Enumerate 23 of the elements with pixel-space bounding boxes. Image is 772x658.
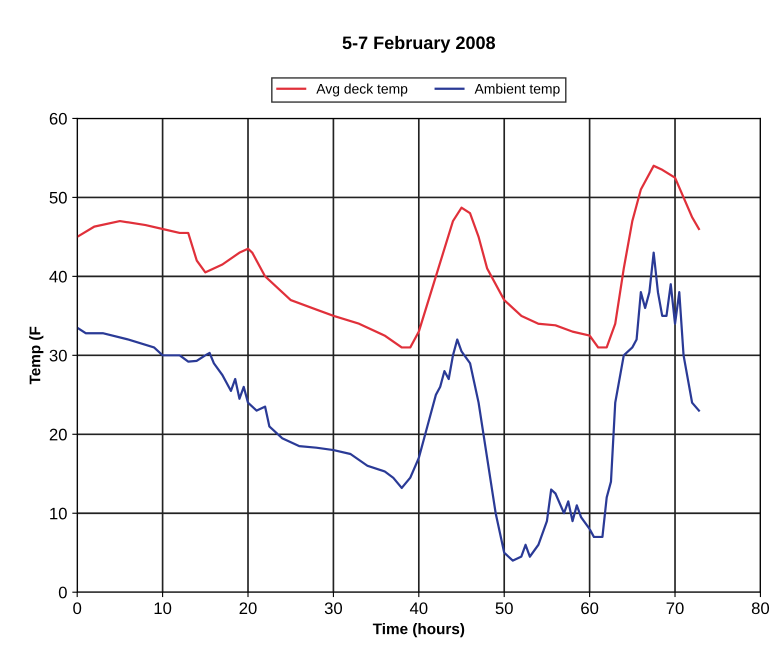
x-tick-label: 60 xyxy=(581,602,598,614)
line-series xyxy=(77,164,700,349)
x-tick-label: 50 xyxy=(496,602,513,614)
y-tick-label: 50 xyxy=(50,192,67,204)
y-tick-label: 30 xyxy=(50,350,67,362)
x-tick-label: 20 xyxy=(240,602,257,614)
x-tick-label: 30 xyxy=(324,602,342,614)
y-tick-label: 10 xyxy=(50,508,67,520)
x-tick-label: 70 xyxy=(666,602,684,614)
legend-label: Ambient temp xyxy=(474,84,560,96)
line-series xyxy=(77,252,700,562)
x-tick-label: 80 xyxy=(752,602,770,614)
y-tick-label: 40 xyxy=(49,270,67,283)
y-axis-title: Temp (F xyxy=(29,326,44,384)
y-tick-label: 20 xyxy=(50,428,67,440)
x-tick-label: 40 xyxy=(410,602,428,614)
x-axis-title: Time (hours) xyxy=(372,623,464,638)
y-tick-label: 60 xyxy=(50,112,67,125)
legend-label: Avg deck temp xyxy=(316,84,408,96)
y-tick-label: 0 xyxy=(58,586,67,598)
x-tick-label: 0 xyxy=(73,602,82,614)
x-tick-label: 10 xyxy=(154,602,172,614)
chart-title: 5-7 February 2008 xyxy=(342,36,496,53)
